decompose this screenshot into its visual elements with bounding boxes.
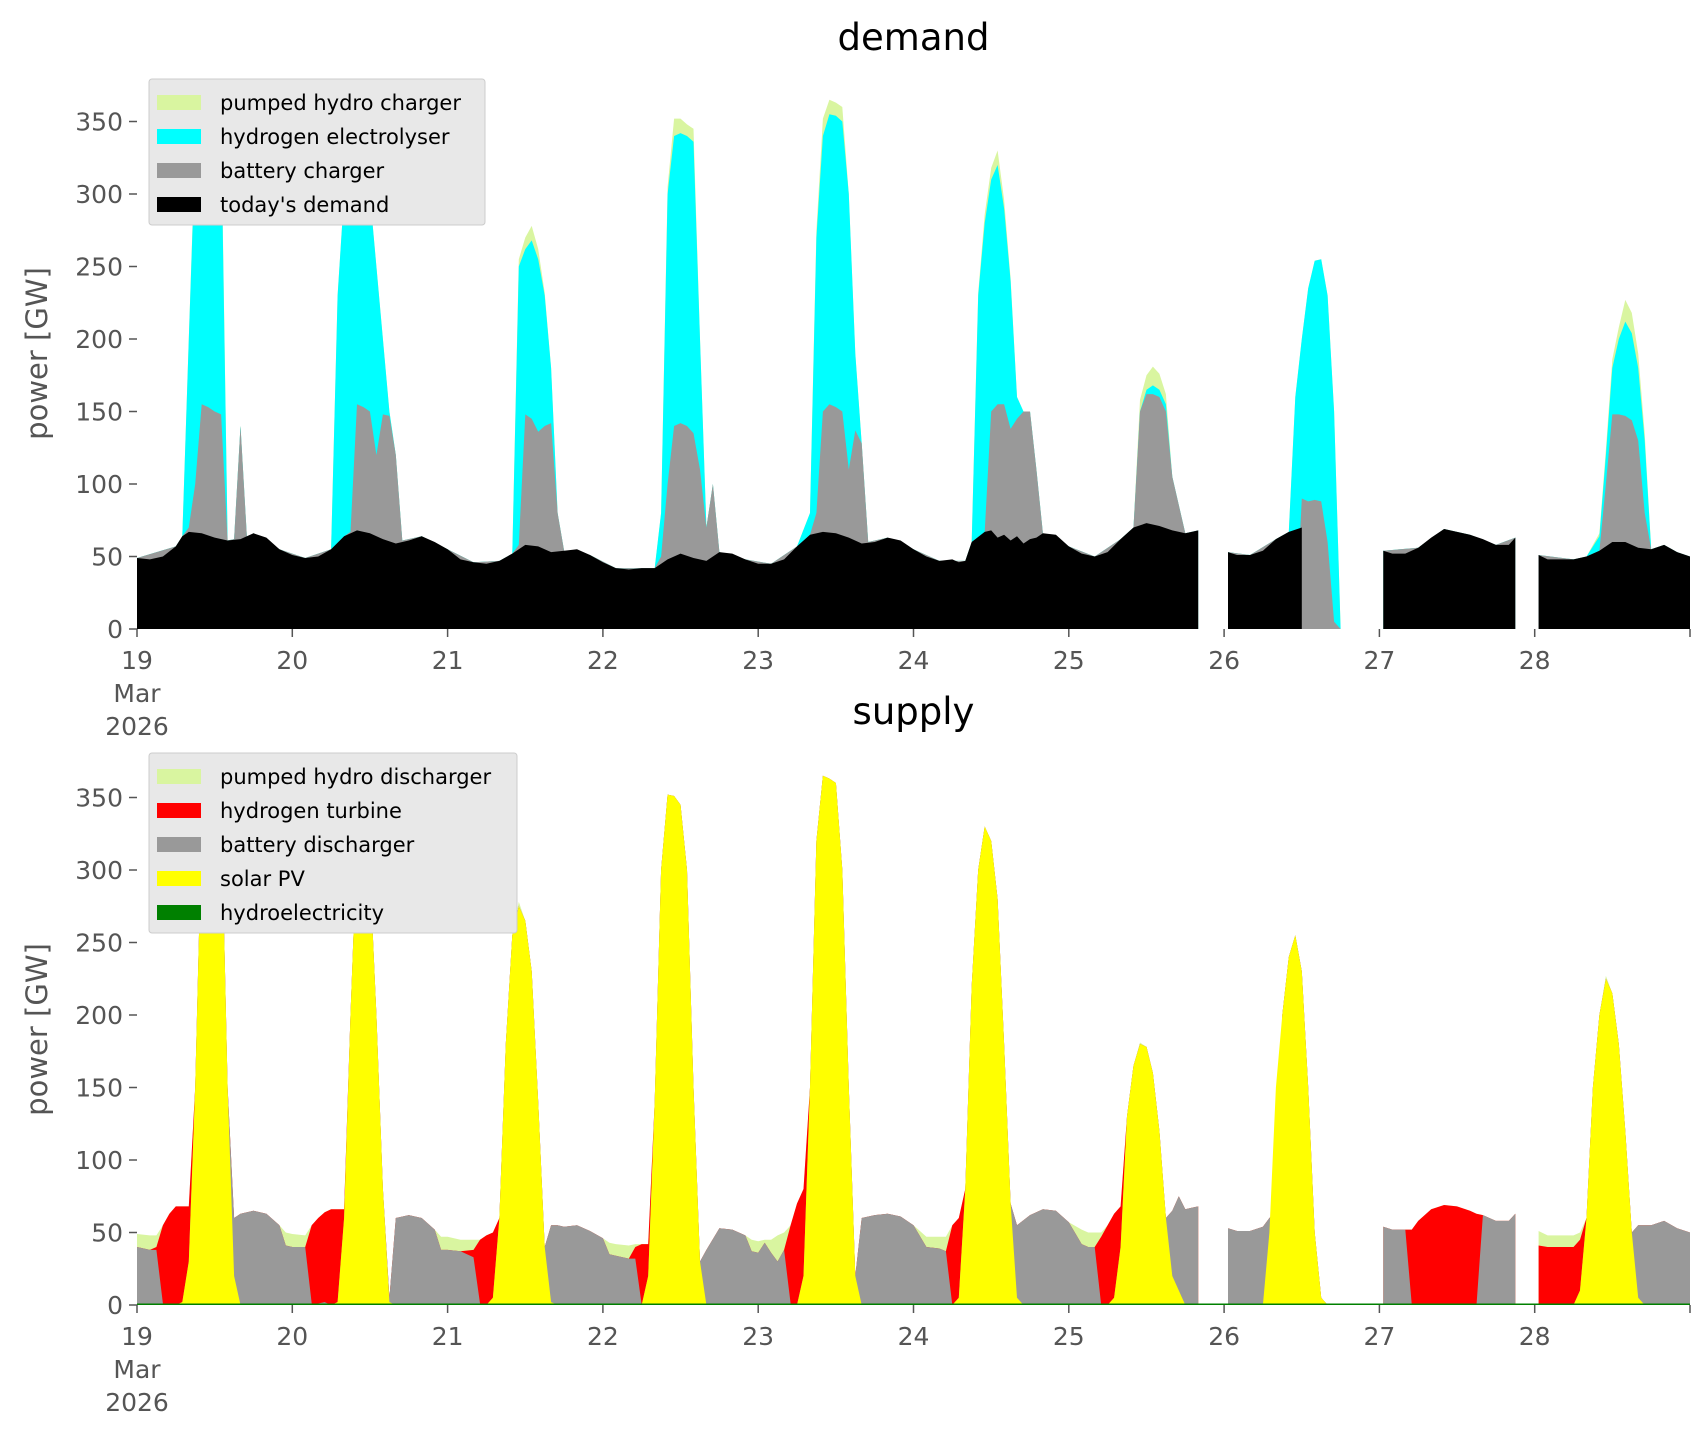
x-tick-label: 24 [898, 646, 930, 675]
legend-swatch-hydrogen-turbine [157, 803, 201, 818]
x-tick-year: 2026 [105, 1388, 169, 1417]
legend-swatch-hydroelectricity [157, 905, 201, 920]
supply-chart: supply 0 50 100 150 200 250 300 350 19 Mar 2026 20 21… [20, 690, 1691, 1417]
x-tick-year: 2026 [105, 712, 169, 741]
x-tick-label: 27 [1363, 646, 1395, 675]
y-tick-label: 300 [75, 856, 123, 885]
legend-label-hydrogen-turbine: hydrogen turbine [220, 799, 402, 823]
x-tick-label: 26 [1208, 646, 1240, 675]
legend-swatch-hydrogen-electrolyser [157, 129, 201, 144]
legend-swatch-battery-charger [157, 163, 201, 178]
series-area-hydroelectricity [137, 1303, 1690, 1305]
y-tick-label: 50 [91, 543, 123, 572]
y-tick-label: 0 [107, 1291, 123, 1320]
x-tick-label: 20 [276, 1322, 308, 1351]
x-tick-month: Mar [113, 679, 161, 708]
demand-chart: demand 0 50 100 150 200 250 300 350 19 Mar 2026 20 21… [20, 16, 1691, 741]
x-tick-label: 28 [1519, 646, 1551, 675]
legend-label-hydrogen-electrolyser: hydrogen electrolyser [220, 125, 450, 149]
x-tick-month: Mar [113, 1355, 161, 1384]
x-tick-label: 21 [432, 646, 464, 675]
y-tick-label: 50 [91, 1219, 123, 1248]
legend-label-pumped-hydro-discharger: pumped hydro discharger [220, 765, 491, 789]
x-tick-label: 25 [1053, 1322, 1085, 1351]
legend-label-today-s-demand: today's demand [220, 193, 389, 217]
x-tick-label: 19 [121, 1322, 153, 1351]
y-tick-label: 300 [75, 180, 123, 209]
x-tick-label: 19 [121, 646, 153, 675]
x-tick-label: 23 [742, 646, 774, 675]
chart-title: supply [853, 690, 975, 733]
legend-label-solar-pv: solar PV [220, 867, 305, 891]
legend-swatch-pumped-hydro-discharger [157, 769, 201, 784]
chart-title: demand [838, 16, 990, 59]
legend-label-pumped-hydro-charger: pumped hydro charger [220, 91, 461, 115]
series-area-solar-pv [137, 774, 1690, 1305]
x-tick-label: 27 [1363, 1322, 1395, 1351]
legend-label-battery-discharger: battery discharger [220, 833, 415, 857]
x-tick-label: 20 [276, 646, 308, 675]
x-tick-label: 22 [587, 646, 619, 675]
legend-box [148, 78, 486, 226]
legend-swatch-today-s-demand [157, 197, 201, 212]
legend-swatch-battery-discharger [157, 837, 201, 852]
y-tick-label: 150 [75, 398, 123, 427]
x-tick-label: 28 [1519, 1322, 1551, 1351]
x-tick-label: 23 [742, 1322, 774, 1351]
legend-label-battery-charger: battery charger [220, 159, 385, 183]
y-axis-label: power [GW] [20, 943, 54, 1116]
y-tick-label: 100 [75, 470, 123, 499]
series-area-today-s-demand [137, 523, 1690, 629]
x-tick-label: 24 [898, 1322, 930, 1351]
legend-label-hydroelectricity: hydroelectricity [220, 901, 384, 925]
x-tick-label: 21 [432, 1322, 464, 1351]
legend-swatch-solar-pv [157, 871, 201, 886]
y-axis-label: power [GW] [20, 267, 54, 440]
y-tick-label: 250 [75, 929, 123, 958]
y-tick-label: 150 [75, 1074, 123, 1103]
x-tick-label: 25 [1053, 646, 1085, 675]
y-tick-label: 200 [75, 325, 123, 354]
legend-box [148, 752, 518, 934]
y-tick-label: 100 [75, 1146, 123, 1175]
legend-swatch-pumped-hydro-charger [157, 95, 201, 110]
x-tick-label: 22 [587, 1322, 619, 1351]
y-tick-label: 250 [75, 253, 123, 282]
y-tick-label: 350 [75, 784, 123, 813]
y-tick-label: 200 [75, 1001, 123, 1030]
y-tick-label: 0 [107, 615, 123, 644]
x-tick-label: 26 [1208, 1322, 1240, 1351]
y-tick-label: 350 [75, 108, 123, 137]
